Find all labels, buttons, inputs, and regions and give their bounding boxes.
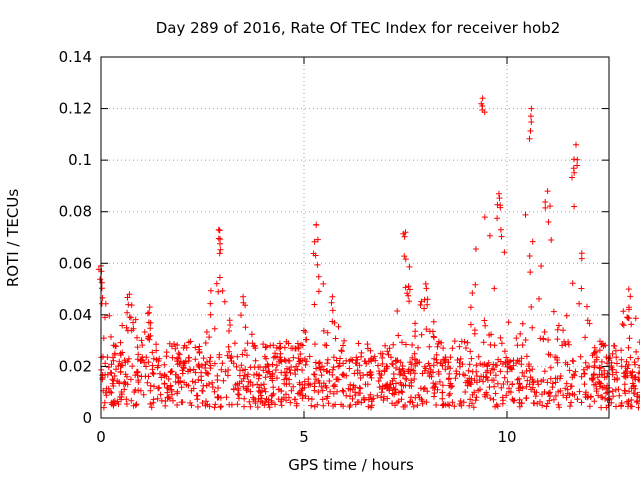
y-tick-label: 0.12 bbox=[59, 100, 92, 118]
y-tick-label: 0 bbox=[82, 409, 92, 427]
data-points bbox=[95, 95, 640, 411]
plot-frame bbox=[100, 56, 610, 419]
grid bbox=[101, 57, 609, 418]
y-tick-label: 0.08 bbox=[59, 203, 92, 221]
axis-ticks: 0 0.02 0.04 0.06 0.08 0.1 0.12 0.14 0 5 10 bbox=[59, 48, 609, 446]
y-axis-label: ROTI / TECUs bbox=[4, 189, 22, 287]
y-tick-label: 0.14 bbox=[59, 48, 92, 66]
y-tick-label: 0.04 bbox=[59, 306, 92, 324]
series-roti-points bbox=[95, 95, 640, 411]
x-tick-label: 0 bbox=[96, 428, 106, 446]
x-axis-label: GPS time / hours bbox=[288, 456, 414, 474]
x-tick-label: 5 bbox=[299, 428, 309, 446]
y-tick-label: 0.02 bbox=[59, 357, 92, 375]
y-tick-label: 0.1 bbox=[68, 151, 92, 169]
y-tick-label: 0.06 bbox=[59, 254, 92, 272]
x-tick-label: 10 bbox=[497, 428, 516, 446]
chart-title: Day 289 of 2016, Rate Of TEC Index for r… bbox=[156, 19, 561, 37]
